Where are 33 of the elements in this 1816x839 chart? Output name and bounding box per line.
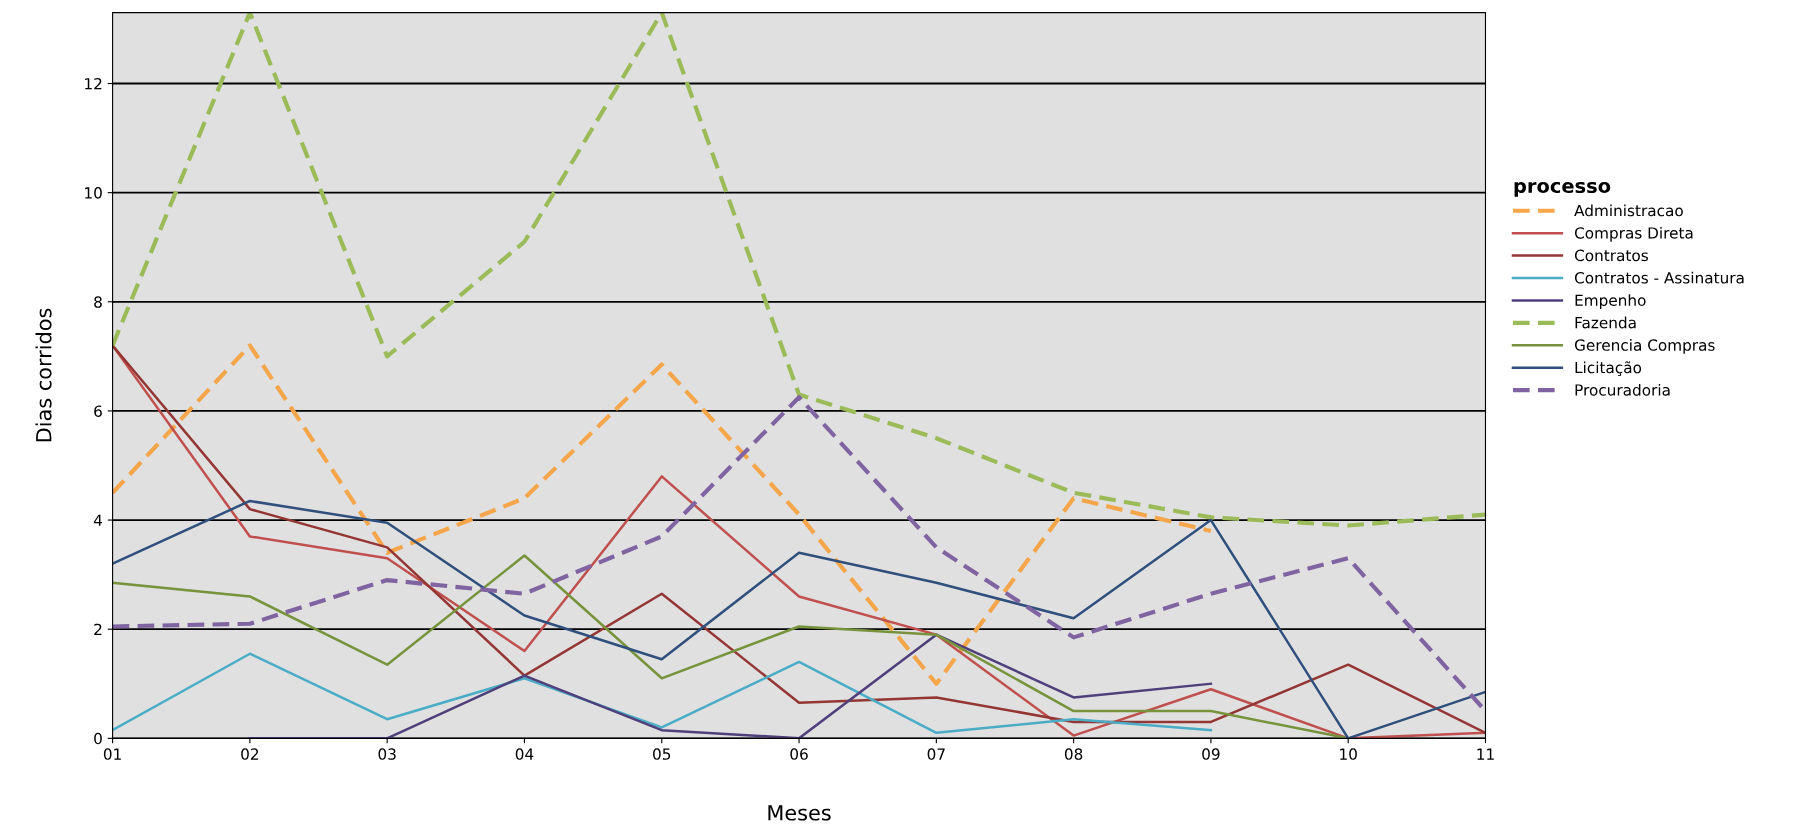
- x-tick-label: 02: [241, 748, 259, 760]
- x-tick-label: 10: [1340, 748, 1357, 760]
- y-tick-label: 0: [94, 732, 102, 745]
- y-tick-label: 10: [85, 187, 102, 199]
- y-tick-label: 12: [85, 77, 102, 90]
- legend-label: Fazenda: [1575, 316, 1636, 329]
- line-series: [112, 652, 1213, 735]
- x-tick-label: 08: [1064, 748, 1083, 760]
- legend-label: Contratos - Assinatura: [1574, 271, 1744, 284]
- x-tick-label: 07: [927, 748, 945, 760]
- x-tick-label: 05: [653, 748, 671, 760]
- x-tick-label: 04: [515, 748, 534, 760]
- x-tick-label: 09: [1202, 748, 1220, 760]
- legend-label: Contratos: [1574, 249, 1648, 262]
- legend-label: Licitação: [1575, 361, 1642, 377]
- x-axis-title: Meses: [768, 805, 831, 821]
- y-tick-label: 8: [94, 296, 102, 308]
- x-tick-label: 06: [790, 748, 808, 760]
- legend-label: Empenho: [1575, 294, 1646, 309]
- y-tick-label: 6: [94, 405, 102, 417]
- line-series: [112, 343, 1213, 686]
- legend-label: Procuradoria: [1575, 383, 1670, 396]
- y-axis-title: Dias corridos: [35, 308, 52, 442]
- x-tick-label: 03: [378, 748, 396, 760]
- legend-label: Administracao: [1574, 204, 1683, 217]
- legend-label: Gerencia Compras: [1574, 339, 1715, 354]
- x-tick-label: 01: [103, 748, 121, 760]
- x-tick-label: 11: [1477, 748, 1494, 760]
- y-tick-label: 4: [93, 514, 103, 526]
- legend-label: Compras Direta: [1574, 226, 1693, 242]
- line-series: [248, 633, 1213, 739]
- legend-title: processo: [1514, 181, 1611, 197]
- y-tick-label: 2: [94, 623, 102, 635]
